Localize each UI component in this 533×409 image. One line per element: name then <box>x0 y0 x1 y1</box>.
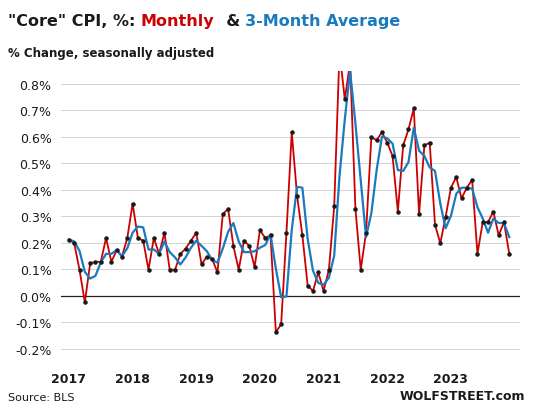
Point <box>192 230 200 236</box>
Point <box>351 206 360 213</box>
Point <box>463 185 471 191</box>
Point <box>219 211 227 218</box>
Point <box>272 329 280 336</box>
Point <box>293 193 301 200</box>
Point <box>213 270 222 276</box>
Point <box>425 140 434 147</box>
Point <box>235 267 243 273</box>
Point <box>287 130 296 136</box>
Point <box>245 243 254 249</box>
Point <box>70 240 78 247</box>
Point <box>404 127 413 133</box>
Point <box>203 254 211 260</box>
Point <box>91 259 100 265</box>
Point <box>139 238 148 244</box>
Text: &: & <box>215 14 246 29</box>
Point <box>107 259 116 265</box>
Point <box>500 219 508 226</box>
Point <box>484 219 492 226</box>
Point <box>447 185 455 191</box>
Point <box>468 177 477 184</box>
Point <box>75 267 84 274</box>
Point <box>181 246 190 252</box>
Point <box>325 267 333 273</box>
Point <box>457 196 466 202</box>
Point <box>393 209 402 215</box>
Point <box>436 240 445 247</box>
Point <box>118 254 126 260</box>
Point <box>282 230 290 236</box>
Point <box>187 238 195 244</box>
Point <box>144 267 153 273</box>
Text: Monthly: Monthly <box>141 14 215 29</box>
Point <box>373 137 381 144</box>
Point <box>383 140 392 147</box>
Point <box>431 222 439 229</box>
Point <box>309 288 317 294</box>
Point <box>441 214 450 220</box>
Point <box>251 264 259 271</box>
Point <box>362 230 370 236</box>
Point <box>224 206 232 213</box>
Point <box>277 321 285 328</box>
Text: % Change, seasonally adjusted: % Change, seasonally adjusted <box>8 47 214 60</box>
Point <box>86 261 94 267</box>
Point <box>415 211 423 218</box>
Text: Source: BLS: Source: BLS <box>8 392 75 402</box>
Point <box>378 130 386 136</box>
Point <box>399 143 407 149</box>
Point <box>420 143 429 149</box>
Point <box>409 106 418 112</box>
Point <box>505 251 513 258</box>
Point <box>80 299 89 306</box>
Text: WOLFSTREET.com: WOLFSTREET.com <box>400 389 525 402</box>
Point <box>335 49 344 56</box>
Point <box>303 283 312 289</box>
Point <box>165 267 174 273</box>
Point <box>208 256 216 263</box>
Point <box>298 232 306 239</box>
Point <box>160 230 168 236</box>
Point <box>346 60 354 66</box>
Point <box>150 235 158 242</box>
Point <box>229 243 238 249</box>
Text: 3-Month Average: 3-Month Average <box>246 14 401 29</box>
Point <box>256 227 264 234</box>
Point <box>197 261 206 268</box>
Point <box>240 238 248 244</box>
Point <box>341 97 349 103</box>
Point <box>176 251 184 258</box>
Point <box>171 267 179 273</box>
Point <box>96 259 105 265</box>
Point <box>495 232 503 239</box>
Point <box>357 267 365 273</box>
Point <box>314 270 322 276</box>
Point <box>266 232 275 239</box>
Point <box>330 203 338 210</box>
Point <box>134 235 142 242</box>
Point <box>479 219 487 226</box>
Point <box>452 174 461 181</box>
Point <box>367 135 376 142</box>
Point <box>155 251 164 258</box>
Point <box>473 251 482 258</box>
Point <box>319 288 328 294</box>
Point <box>261 235 270 242</box>
Point <box>102 235 110 242</box>
Point <box>123 235 132 242</box>
Point <box>64 237 73 243</box>
Point <box>128 201 137 207</box>
Point <box>389 153 397 160</box>
Point <box>112 247 121 254</box>
Text: "Core" CPI, %:: "Core" CPI, %: <box>8 14 141 29</box>
Point <box>489 209 498 215</box>
